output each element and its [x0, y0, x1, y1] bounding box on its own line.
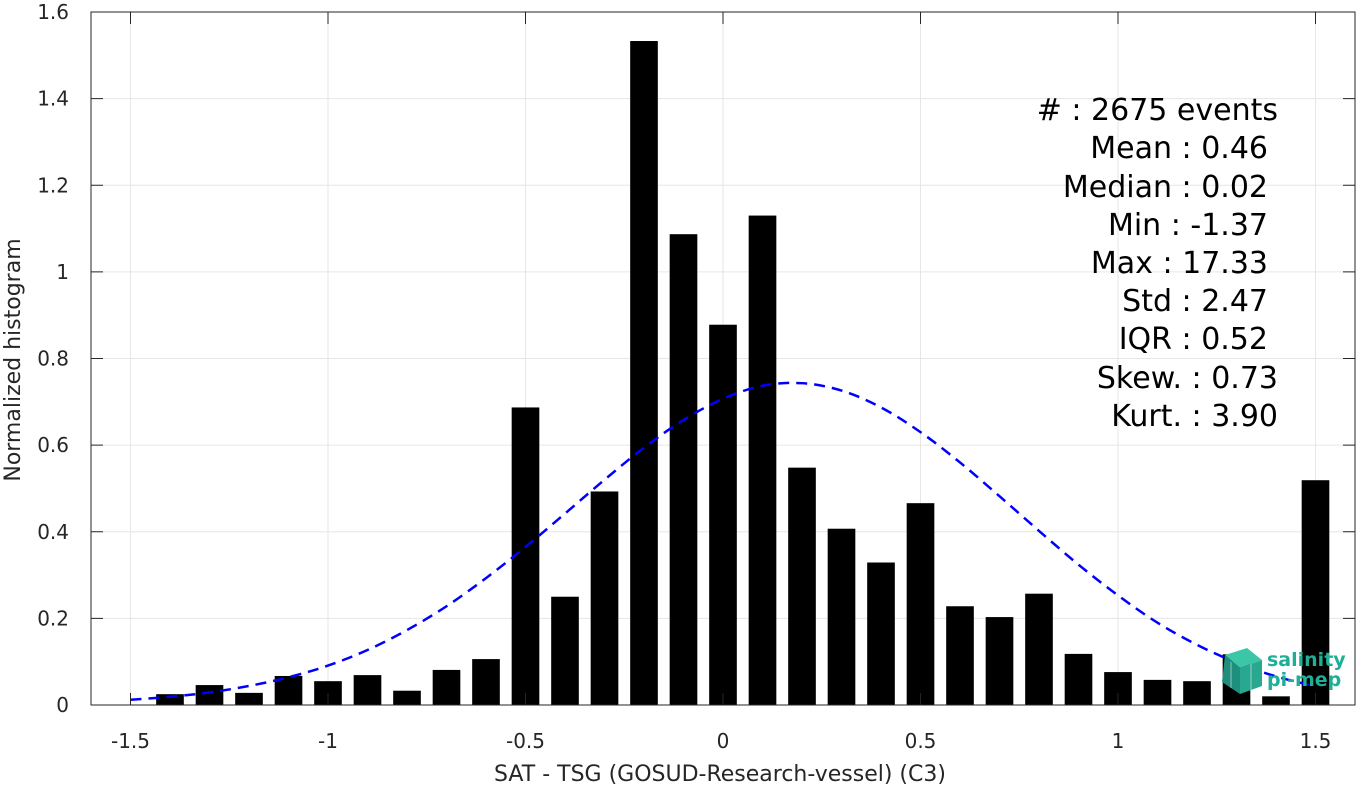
stat-max: Max : 17.33	[1091, 246, 1268, 281]
y-tick-label: 0	[56, 693, 69, 717]
histogram-bar	[985, 617, 1014, 705]
histogram-bar	[195, 685, 224, 705]
x-tick-label: -1	[318, 729, 338, 753]
histogram-bar	[1301, 480, 1330, 705]
histogram-bar	[393, 690, 421, 705]
logo-text-pimep: pi-mep	[1267, 669, 1341, 691]
histogram-bar	[511, 407, 540, 705]
histogram-bar	[867, 562, 895, 705]
y-tick-label: 0.4	[37, 520, 69, 544]
stat-kurt: Kurt. : 3.90	[1111, 399, 1278, 434]
histogram-bar	[1025, 593, 1053, 705]
statistics-box: # : 2675 events Mean : 0.46 Median : 0.0…	[1037, 93, 1278, 434]
stat-iqr: IQR : 0.52	[1119, 322, 1268, 357]
histogram-bar	[353, 675, 382, 705]
histogram-bar	[1064, 653, 1093, 705]
stat-skew: Skew. : 0.73	[1097, 361, 1278, 396]
stat-min: Min : -1.37	[1108, 208, 1268, 243]
histogram-bar	[1143, 679, 1172, 705]
histogram-bar	[432, 669, 461, 705]
grid-lines	[91, 11, 1355, 706]
y-tick-label: 0.6	[37, 433, 69, 457]
x-tick-label: 0	[717, 729, 730, 753]
y-tick-label: 1.4	[37, 87, 69, 111]
stat-mean: Mean : 0.46	[1090, 131, 1268, 166]
histogram-bar	[472, 659, 500, 705]
x-tick-label: -1.5	[111, 729, 150, 753]
y-axis-label: Normalized histogram	[1, 238, 26, 481]
gaussian-fit-curve	[130, 381, 1316, 702]
histogram-bar	[906, 503, 935, 705]
histogram-bar	[669, 234, 698, 706]
y-tick-label: 1	[56, 260, 69, 284]
histogram-bar	[235, 692, 263, 705]
histogram-bar	[748, 215, 777, 705]
histogram-bar	[630, 41, 658, 706]
stat-median: Median : 0.02	[1063, 170, 1268, 205]
logo-text-salinity: salinity	[1267, 649, 1346, 671]
histogram-bar	[788, 467, 816, 705]
histogram-bar	[1183, 681, 1211, 705]
histogram-bar	[590, 491, 619, 705]
stat-std: Std : 2.47	[1122, 284, 1268, 319]
y-tick-label: 1.2	[37, 173, 69, 197]
histogram-bar	[946, 606, 974, 705]
cube-logo-icon	[1222, 648, 1262, 694]
y-tick-label: 0.2	[37, 606, 69, 630]
x-tick-label: -0.5	[506, 729, 545, 753]
histogram-bar	[1262, 696, 1290, 705]
histogram-bar	[551, 596, 579, 705]
histogram-bar	[709, 324, 737, 705]
x-tick-label: 0.5	[905, 729, 937, 753]
stat-count: # : 2675 events	[1037, 93, 1278, 128]
y-tick-label: 0.8	[37, 347, 69, 371]
x-axis-label: SAT - TSG (GOSUD-Research-vessel) (C3)	[494, 762, 946, 785]
axis-ticks: -1.5 -1 -0.5 0 0.5 1 1.5 0 0.2 0.4 0.6 0.8 1 1.2 1.4 1.…	[37, 0, 1355, 753]
x-tick-label: 1.5	[1300, 729, 1332, 753]
histogram-bar	[156, 694, 184, 705]
y-tick-label: 1.6	[37, 0, 69, 24]
x-tick-label: 1	[1112, 729, 1125, 753]
histogram-bar	[827, 528, 856, 705]
salinity-pimep-logo: salinity pi-mep	[1222, 648, 1346, 694]
